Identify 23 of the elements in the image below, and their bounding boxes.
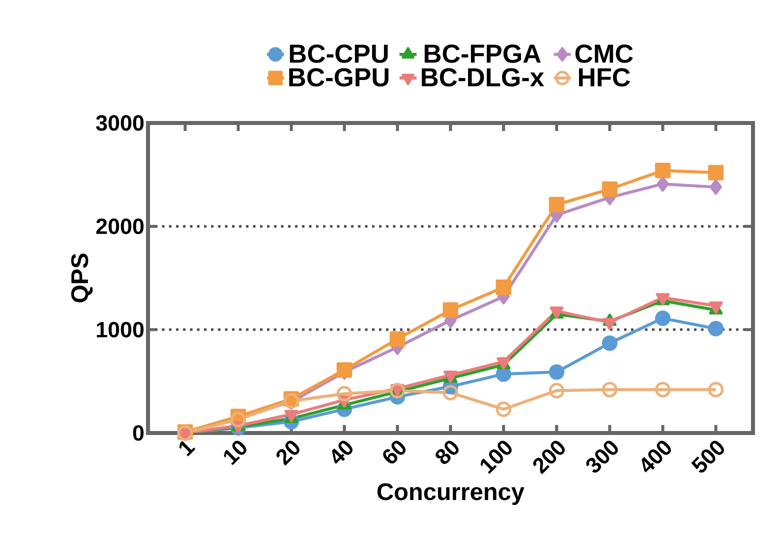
y-tick-label: 2000 [96, 218, 144, 234]
legend-label: BC-FPGA [424, 44, 541, 63]
legend-label: BC-CPU [290, 44, 388, 63]
x-tick-label: 80 [436, 440, 459, 464]
x-tick-label: 500 [691, 440, 724, 473]
legend-label: BC-DLG-x [422, 68, 544, 87]
x-tick-label: 40 [332, 440, 352, 464]
y-tick-label: 0 [133, 425, 144, 441]
x-tick-label: 1 [179, 440, 196, 456]
legend-label: CMC [575, 44, 633, 63]
y-tick-label: 1000 [96, 322, 144, 338]
legend-label: HFC [579, 68, 630, 87]
x-axis-title: Concurrency [377, 483, 524, 505]
x-tick-label: 200 [533, 440, 565, 474]
x-tick-label: 10 [224, 440, 246, 466]
x-tick-label: 20 [276, 440, 300, 466]
legend-label: BC-GPU [289, 68, 388, 87]
x-tick-label: 60 [383, 440, 406, 464]
x-tick-label: 400 [642, 440, 671, 472]
x-tick-label: 100 [480, 440, 512, 474]
x-tick-label: 300 [586, 440, 618, 473]
y-axis-title: QPS [71, 254, 93, 302]
y-tick-label: 3000 [96, 115, 144, 131]
